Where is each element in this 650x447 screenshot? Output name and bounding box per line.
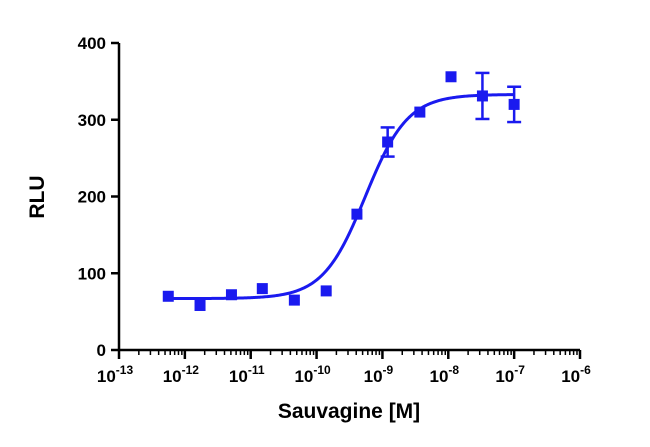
- data-point: [162, 290, 174, 302]
- data-point: [445, 71, 457, 83]
- x-tick-label: 10-12: [163, 363, 200, 386]
- x-tick-label: 10-9: [364, 363, 394, 386]
- y-tick-label: 0: [97, 341, 106, 360]
- data-point: [382, 136, 394, 148]
- fit-curve: [168, 93, 515, 301]
- data-point: [194, 299, 206, 311]
- data-point: [225, 289, 237, 301]
- x-tick-label: 10-11: [229, 363, 265, 386]
- x-tick-label: 10-10: [294, 363, 331, 386]
- y-tick-label: 100: [78, 264, 106, 283]
- data-point: [508, 98, 520, 110]
- data-point: [320, 285, 332, 297]
- data-point: [414, 106, 426, 118]
- y-axis-title: RLU: [26, 175, 49, 218]
- x-tick-label: 10-13: [97, 363, 134, 386]
- x-tick-label: 10-8: [429, 363, 459, 386]
- y-tick-label: 400: [78, 34, 106, 53]
- data-point: [256, 283, 268, 295]
- data-point: [351, 208, 363, 220]
- error-bars-layer: [380, 71, 522, 158]
- fit-curve-layer: [168, 93, 515, 301]
- ticks-layer: 0 100 200 300 400 10-13 10-12 10-11 10-10 10-9 10-…: [78, 34, 591, 386]
- x-axis-title: Sauvagine [M]: [278, 400, 420, 423]
- data-point: [476, 90, 488, 102]
- y-tick-label: 300: [78, 111, 106, 130]
- y-tick-label: 200: [78, 188, 106, 207]
- data-point: [288, 294, 300, 306]
- data-points-layer: [162, 71, 520, 311]
- axes-layer: [117, 43, 580, 352]
- x-tick-label: 10-6: [561, 363, 591, 386]
- x-tick-label: 10-7: [495, 363, 525, 386]
